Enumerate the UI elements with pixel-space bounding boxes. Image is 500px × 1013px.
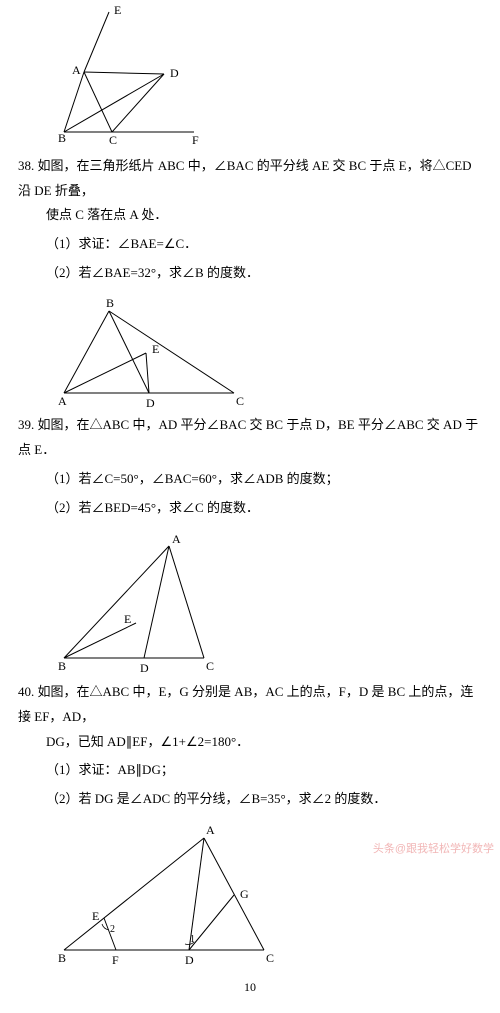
svg-text:B: B [58, 659, 66, 673]
problem-number: 39. [18, 417, 34, 432]
problem-stem: 如图，在△ABC 中，AD 平分∠BAC 交 BC 于点 D，BE 平分∠ABC… [18, 417, 478, 457]
figure-37-svg: E A D B C F [54, 2, 209, 152]
svg-text:A: A [72, 63, 81, 77]
svg-text:C: C [109, 133, 117, 147]
problem-stem-line2: DG，已知 AD∥EF，∠1+∠2=180°． [18, 730, 482, 755]
problem-38-q2: （2）若∠BAE=32°，求∠B 的度数． [18, 261, 482, 286]
svg-text:C: C [206, 659, 214, 673]
figure-39: A E B D C [54, 528, 482, 678]
svg-text:B: B [58, 131, 66, 145]
svg-text:D: D [170, 66, 179, 80]
svg-text:C: C [236, 394, 244, 408]
problem-stem-line1: 如图，在△ABC 中，E，G 分别是 AB，AC 上的点，F，D 是 BC 上的… [18, 684, 473, 724]
svg-text:D: D [140, 661, 149, 675]
problem-40: 40. 如图，在△ABC 中，E，G 分别是 AB，AC 上的点，F，D 是 B… [18, 680, 482, 811]
problem-40-q1: （1）求证：AB∥DG； [18, 758, 482, 783]
svg-text:E: E [92, 909, 99, 923]
figure-37: E A D B C F [54, 2, 482, 152]
figure-39-svg: A E B D C [54, 528, 224, 678]
svg-text:E: E [152, 342, 159, 356]
problem-40-q2: （2）若 DG 是∠ADC 的平分线，∠B=35°，求∠2 的度数． [18, 787, 482, 812]
watermark: 头条@跟我轻松学好数学 [373, 839, 494, 860]
problem-number: 38. [18, 158, 34, 173]
page-number: 10 [18, 976, 482, 999]
figure-38: B E A D C [54, 293, 482, 411]
problem-39: 39. 如图，在△ABC 中，AD 平分∠BAC 交 BC 于点 D，BE 平分… [18, 413, 482, 520]
problem-38: 38. 如图，在三角形纸片 ABC 中，∠BAC 的平分线 AE 交 BC 于点… [18, 154, 482, 285]
problem-39-q1: （1）若∠C=50°，∠BAC=60°，求∠ADB 的度数； [18, 467, 482, 492]
svg-text:F: F [192, 133, 199, 147]
svg-text:E: E [124, 612, 131, 626]
svg-text:G: G [240, 887, 249, 901]
figure-38-svg: B E A D C [54, 293, 254, 411]
svg-text:E: E [114, 3, 121, 17]
figure-40-svg: A EG BFDC 21 [54, 820, 279, 970]
problem-number: 40. [18, 684, 34, 699]
svg-text:B: B [106, 296, 114, 310]
problem-38-q1: （1）求证：∠BAE=∠C． [18, 232, 482, 257]
svg-text:B: B [58, 951, 66, 965]
problem-39-q2: （2）若∠BED=45°，求∠C 的度数． [18, 496, 482, 521]
problem-stem-line2: 使点 C 落在点 A 处． [18, 203, 482, 228]
problem-stem-line1: 如图，在三角形纸片 ABC 中，∠BAC 的平分线 AE 交 BC 于点 E，将… [18, 158, 472, 198]
svg-text:D: D [146, 396, 155, 410]
svg-text:A: A [58, 394, 67, 408]
svg-text:A: A [206, 823, 215, 837]
svg-text:A: A [172, 532, 181, 546]
svg-text:D: D [185, 953, 194, 967]
svg-text:2: 2 [110, 924, 115, 935]
svg-text:C: C [266, 951, 274, 965]
svg-text:F: F [112, 953, 119, 967]
